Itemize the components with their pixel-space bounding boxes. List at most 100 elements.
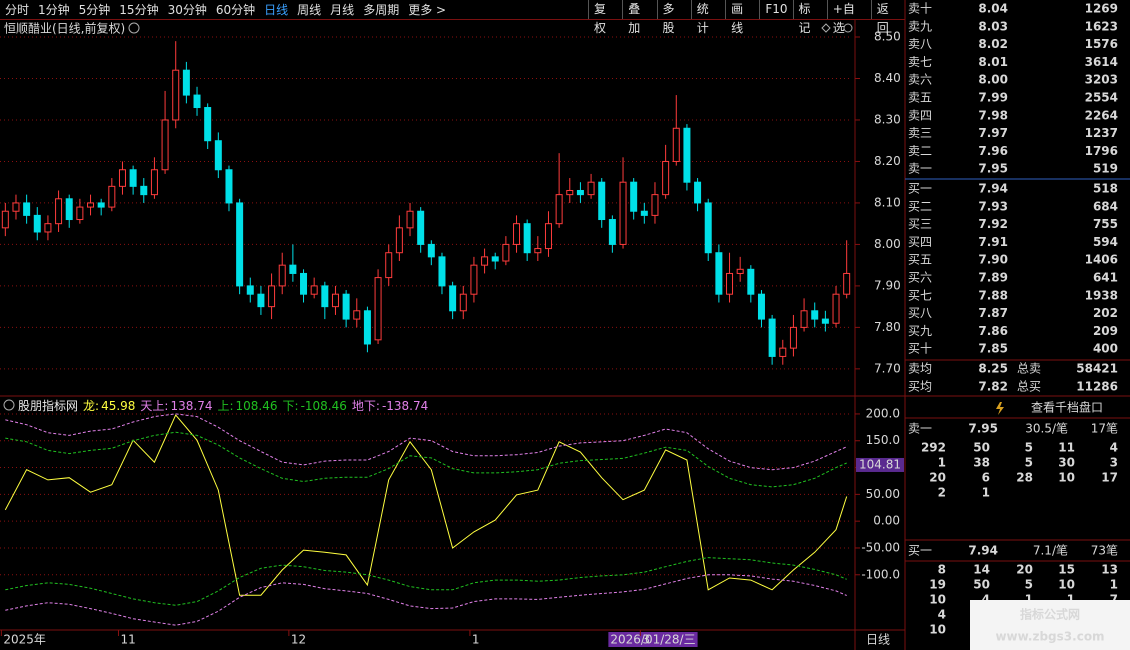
- tool-button[interactable]: 统计: [690, 0, 725, 35]
- candle-body: [470, 264, 478, 295]
- summary-total: 11286: [1076, 380, 1118, 394]
- book-level: 卖五: [908, 91, 932, 105]
- book-price: 7.99: [978, 91, 1008, 105]
- period-tab[interactable]: 60分钟: [215, 3, 256, 17]
- period-label: 日线: [866, 633, 890, 647]
- legend-name: 龙:: [83, 399, 99, 413]
- queue-cell: 10: [1058, 471, 1075, 485]
- book-level: 买十: [908, 342, 932, 356]
- period-tab[interactable]: 日线: [264, 3, 289, 17]
- candle-body: [757, 293, 765, 320]
- settings-icon[interactable]: [843, 23, 853, 33]
- chart-title: 恒顺醋业(日线,前复权): [4, 21, 125, 36]
- candle-body: [44, 223, 52, 233]
- queue-cell: 4: [982, 593, 990, 607]
- y-tick-label: 50.00: [866, 487, 900, 501]
- indicator-title: 股朋指标网: [18, 398, 78, 413]
- detail-button[interactable]: 查看千档盘口: [1031, 400, 1103, 415]
- candle-body: [598, 181, 606, 221]
- candle-body: [587, 181, 595, 196]
- period-tab[interactable]: 分时: [5, 3, 30, 17]
- candle-body: [608, 219, 616, 245]
- book-volume: 400: [1093, 342, 1118, 356]
- period-tab[interactable]: 更多 >: [408, 3, 447, 17]
- tool-button[interactable]: 复权: [588, 0, 622, 35]
- queue-cell: 4: [1110, 441, 1118, 455]
- candle-body: [491, 256, 499, 262]
- queue-cell: 292: [921, 441, 946, 455]
- tool-button[interactable]: 返回: [870, 0, 905, 35]
- book-level: 买一: [908, 182, 932, 196]
- x-tick-label: 2025年: [3, 633, 46, 647]
- indicator-line: [5, 557, 847, 606]
- candle-body: [150, 169, 158, 196]
- y-tick-label: -100.0: [861, 567, 900, 581]
- candle-body: [193, 94, 201, 109]
- legend-name: 地下:: [352, 399, 380, 413]
- book-level: 卖四: [908, 108, 932, 122]
- period-tab[interactable]: 月线: [330, 3, 355, 17]
- candle-body: [353, 310, 361, 320]
- candle-body: [246, 285, 254, 295]
- book-level: 卖一: [908, 162, 932, 176]
- tool-button[interactable]: +自选: [826, 0, 871, 35]
- tool-button[interactable]: 画线: [725, 0, 759, 35]
- candle-body: [385, 252, 393, 279]
- queue-cell: 4: [938, 608, 946, 622]
- summary-label: 卖均: [908, 362, 932, 376]
- period-tab[interactable]: 5分钟: [78, 3, 111, 17]
- candle-body: [417, 210, 425, 245]
- queue-cell: 10: [1058, 578, 1075, 592]
- watermark-url: www.zbgs3.com: [995, 630, 1104, 644]
- queue-avg: 7.1/笔: [1033, 543, 1068, 558]
- queue-level: 买一: [908, 544, 932, 558]
- queue-count: 73笔: [1091, 543, 1118, 558]
- period-tab[interactable]: 周线: [297, 3, 322, 17]
- book-price: 7.97: [978, 126, 1008, 140]
- queue-cell: 3: [1110, 456, 1118, 470]
- period-tab[interactable]: 30分钟: [167, 3, 207, 17]
- x-tick-label: 11: [120, 633, 135, 647]
- period-tab[interactable]: 多周期: [363, 3, 400, 17]
- legend-name: 下:: [283, 399, 299, 413]
- candle-body: [630, 181, 638, 212]
- queue-cell: 30: [1058, 456, 1075, 470]
- book-volume: 1406: [1085, 253, 1118, 267]
- tool-button[interactable]: 多股: [656, 0, 691, 35]
- tool-button[interactable]: 叠加: [622, 0, 656, 35]
- watermark-title: 指标公式网: [1020, 607, 1080, 622]
- queue-count: 17笔: [1091, 421, 1118, 436]
- x-tick-label: 3: [642, 633, 650, 647]
- y-tick-label: 8.40: [874, 71, 901, 85]
- tool-button[interactable]: F10: [759, 0, 792, 19]
- candle-body: [300, 272, 308, 295]
- queue-cell: 1: [938, 456, 946, 470]
- candle-body: [640, 210, 648, 216]
- candle-body: [331, 293, 339, 308]
- diamond-icon[interactable]: [821, 23, 831, 33]
- candle-body: [97, 202, 105, 208]
- book-volume: 1938: [1085, 288, 1118, 302]
- title-menu-icon[interactable]: [128, 22, 140, 34]
- candle-body: [1, 210, 9, 229]
- indicator-menu-icon[interactable]: [3, 399, 15, 411]
- queue-cell: 17: [1101, 471, 1118, 485]
- summary-label: 买均: [908, 380, 932, 394]
- candle-body: [619, 181, 627, 245]
- tool-button[interactable]: 标记: [792, 0, 827, 35]
- period-tab[interactable]: 15分钟: [119, 3, 159, 17]
- queue-cell: 6: [982, 471, 990, 485]
- candle-body: [694, 181, 702, 204]
- period-tab[interactable]: 1分钟: [38, 3, 70, 17]
- queue-cell: 50: [973, 578, 990, 592]
- book-price: 7.91: [978, 235, 1008, 249]
- x-tick-label: 2026/01/28/三: [610, 633, 695, 647]
- candle-body: [33, 214, 41, 233]
- book-volume: 1269: [1085, 2, 1118, 16]
- book-level: 卖八: [908, 37, 932, 51]
- book-volume: 519: [1093, 162, 1118, 176]
- book-price: 7.87: [978, 306, 1008, 320]
- candle-body: [459, 293, 467, 312]
- queue-cell: 13: [1101, 563, 1118, 577]
